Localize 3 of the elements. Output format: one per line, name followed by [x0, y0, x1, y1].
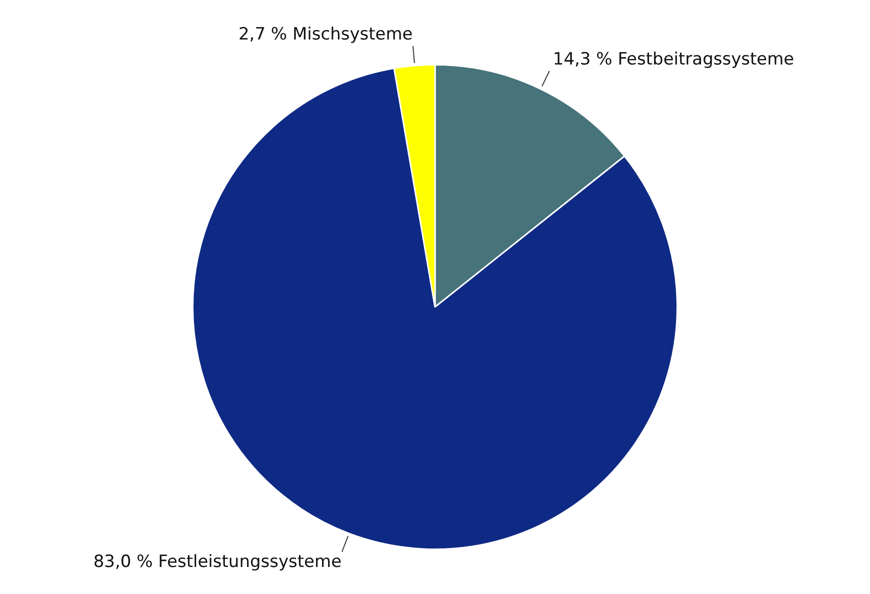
slice-label: 14,3 % Festbeitragssysteme	[552, 50, 794, 70]
slice-label: 2,7 % Mischsysteme	[238, 24, 413, 45]
slice-label: 83,0 % Festleistungssysteme	[93, 552, 342, 572]
